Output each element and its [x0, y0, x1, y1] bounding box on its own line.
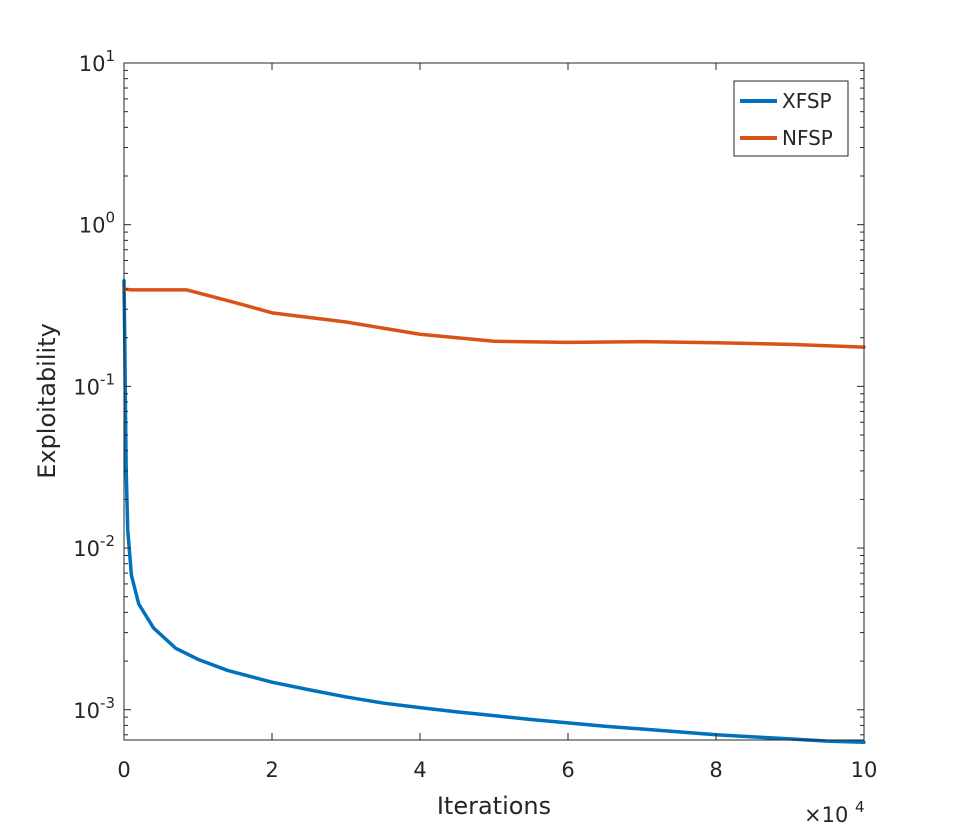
series-line-xfsp — [122, 279, 866, 744]
y-tick-label: 100 — [79, 209, 115, 238]
x-multiplier-exponent: 4 — [855, 798, 865, 816]
y-tick-label-base: 10 — [73, 537, 100, 561]
y-tick-label-exponent: -2 — [100, 532, 115, 550]
legend: XFSP NFSP — [733, 80, 849, 157]
series-layer — [122, 279, 866, 744]
x-tick-label: 6 — [561, 758, 574, 782]
x-tick-label: 0 — [117, 758, 130, 782]
x-tick-label: 2 — [265, 758, 278, 782]
x-multiplier-label: ×10 4 — [804, 798, 865, 827]
y-tick-label: 10-1 — [73, 370, 115, 399]
y-tick-label-exponent: -1 — [100, 370, 115, 388]
x-tick-label: 8 — [709, 758, 722, 782]
y-tick-label-exponent: 1 — [105, 47, 115, 65]
y-tick-label-base: 10 — [79, 52, 106, 76]
y-tick-label-base: 10 — [79, 214, 106, 238]
y-tick-label-base: 10 — [73, 375, 100, 399]
x-axis-title: Iterations — [437, 792, 551, 820]
y-tick-label: 10-2 — [73, 532, 115, 561]
plot-background — [124, 63, 864, 740]
y-tick-label: 101 — [79, 47, 115, 76]
plot-frame — [123, 62, 865, 741]
y-tick-label-exponent: -3 — [100, 694, 115, 712]
legend-label-xfsp: XFSP — [782, 89, 832, 113]
legend-label-nfsp: NFSP — [782, 126, 833, 150]
x-tick-label: 10 — [851, 758, 878, 782]
series-line-nfsp — [122, 287, 866, 349]
x-multiplier-base: ×10 — [804, 803, 848, 827]
y-tick-label: 10-3 — [73, 694, 115, 723]
y-axis-title: Exploitability — [33, 323, 61, 479]
y-tick-label-base: 10 — [73, 699, 100, 723]
legend-box — [733, 80, 849, 157]
x-tick-label: 4 — [413, 758, 426, 782]
y-tick-label-exponent: 0 — [105, 209, 115, 227]
